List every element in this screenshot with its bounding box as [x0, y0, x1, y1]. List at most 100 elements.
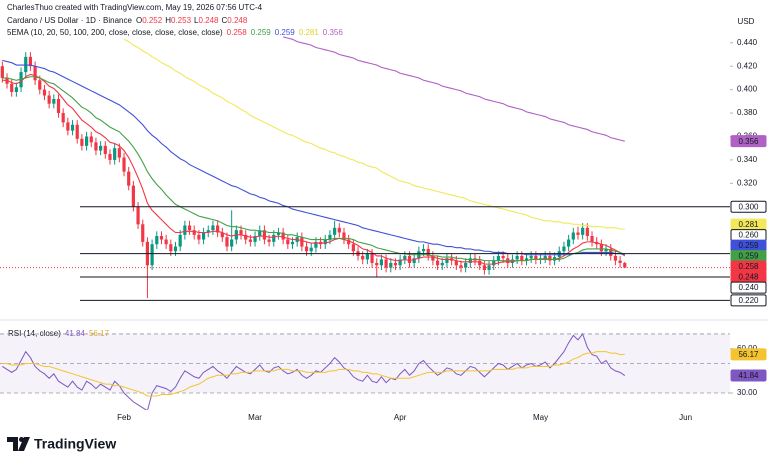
x-tick-label: Mar: [248, 413, 262, 422]
candle-body: [398, 259, 402, 266]
price-label: 0.220: [738, 296, 759, 305]
brand-name: TradingView: [34, 436, 116, 452]
candle-body: [370, 253, 374, 263]
ohlc-value: 0.252: [142, 16, 163, 25]
candle-body: [10, 83, 14, 92]
candle-body: [342, 232, 346, 240]
candle-body: [267, 239, 271, 242]
price-label-box: [730, 135, 767, 148]
ohlc-value: 0.248: [227, 16, 248, 25]
candle-body: [585, 227, 589, 237]
candle-body: [478, 260, 482, 266]
x-tick-label: Feb: [117, 413, 131, 422]
candle-body: [127, 171, 131, 186]
candle-body: [89, 136, 93, 143]
candle-body: [187, 225, 192, 231]
candle-body: [0, 66, 4, 78]
candle-body: [164, 239, 168, 245]
ohlc-value: 0.253: [171, 16, 192, 25]
candle-body: [389, 262, 393, 268]
candle-body: [253, 236, 257, 242]
candle-body: [108, 154, 112, 160]
candle-body: [520, 255, 524, 261]
indicator-line: [283, 36, 625, 142]
candle-body: [183, 225, 187, 235]
candle-body: [262, 230, 267, 240]
candle-body: [548, 255, 552, 261]
candle-body: [576, 232, 580, 235]
x-tick-label: Apr: [394, 413, 407, 422]
candle-body: [604, 248, 608, 252]
brand-logo: TradingView: [7, 436, 116, 452]
y-tick-label: 0.400: [737, 85, 758, 94]
candle-body: [482, 265, 486, 270]
candle-body: [211, 225, 215, 231]
candle-body: [220, 232, 224, 238]
credit: CharlesThuo created with TradingView.com…: [7, 3, 263, 12]
candle-body: [272, 234, 276, 242]
candle-body: [239, 230, 243, 235]
candle-body: [347, 239, 351, 245]
candle-body: [384, 259, 388, 268]
candle-body: [136, 206, 140, 225]
candle-body: [197, 234, 201, 240]
candle-body: [435, 260, 440, 266]
rsi-title: RSI (14, close): [8, 329, 61, 338]
price-label-box: [730, 200, 767, 213]
y-tick-label: 0.420: [737, 61, 758, 70]
candle-body: [328, 234, 332, 240]
candle-body: [42, 89, 47, 96]
ohlc-key: O: [136, 16, 142, 25]
ema-label: 5EMA (10, 20, 50, 100, 200, close, close…: [7, 28, 223, 37]
candle-body: [52, 99, 56, 104]
price-label: 0.240: [738, 283, 759, 292]
indicator-line: [2, 76, 626, 262]
candle-body: [552, 257, 557, 261]
indicator-line: [2, 351, 625, 397]
logo-shape: [7, 437, 18, 451]
candle-body: [623, 262, 627, 268]
candle-body: [562, 246, 566, 252]
rsi-value: 41.84: [65, 329, 86, 338]
candle-body: [529, 255, 533, 259]
candle-body: [304, 246, 309, 252]
candle-body: [56, 99, 61, 114]
price-label: 0.260: [738, 231, 759, 240]
price-pane: [0, 36, 627, 299]
ema-value: 0.281: [299, 28, 320, 37]
candle-body: [613, 255, 618, 261]
candle-body: [117, 148, 121, 158]
candle-body: [99, 145, 103, 151]
indicator-line: [123, 38, 625, 230]
candle-body: [459, 265, 463, 268]
price-label-box: [730, 281, 767, 294]
price-label: 56.17: [738, 350, 759, 359]
candle-body: [19, 72, 23, 88]
symbol: Cardano / US Dollar · 1D · Binance: [7, 16, 132, 25]
ohlc-key: L: [194, 16, 199, 25]
y-tick-label: 60.00: [737, 344, 758, 353]
x-tick-label: Jun: [679, 413, 692, 422]
price-label: 0.259: [738, 252, 759, 261]
candle-body: [290, 241, 295, 245]
ohlc-key: C: [222, 16, 228, 25]
candle-body: [225, 237, 229, 247]
candle-body: [333, 227, 337, 235]
currency: USD: [738, 17, 755, 26]
price-label: 0.356: [738, 137, 759, 146]
candle-body: [581, 227, 585, 235]
candle-body: [309, 247, 313, 252]
candle-body: [445, 258, 449, 263]
price-label: 0.248: [738, 273, 759, 282]
ema-value: 0.259: [275, 28, 296, 37]
ema-value: 0.356: [323, 28, 344, 37]
candle-body: [440, 262, 444, 266]
ohlc-value: 0.248: [198, 16, 219, 25]
candle-body: [258, 230, 262, 237]
candle-body: [94, 142, 98, 151]
candle-body: [33, 66, 37, 81]
candle-body: [281, 232, 285, 240]
candle-body: [47, 95, 51, 104]
candle-body: [66, 122, 70, 131]
